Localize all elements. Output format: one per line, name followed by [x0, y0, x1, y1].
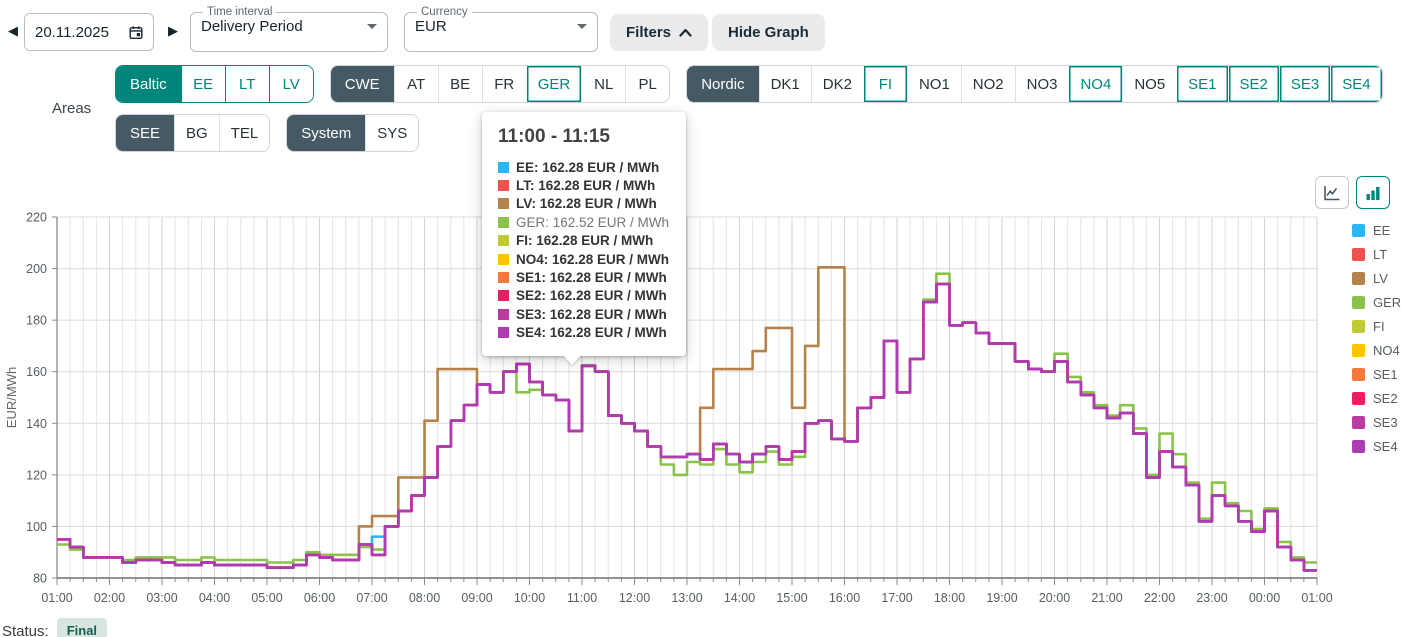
tooltip-swatch: [498, 180, 509, 191]
tooltip-row-ger: GER: 162.52 EUR / MWh: [498, 213, 670, 231]
tooltip-value: SE3: 162.28 EUR / MWh: [516, 307, 667, 322]
tooltip-swatch: [498, 254, 509, 265]
x-axis-tick-label: 06:00: [304, 591, 335, 605]
x-axis-tick-label: 22:00: [1144, 591, 1175, 605]
tooltip-row-se2: SE2: 162.28 EUR / MWh: [498, 287, 670, 305]
y-axis-tick-label: 220: [26, 211, 47, 225]
x-axis-tick-label: 14:00: [724, 591, 755, 605]
x-axis-tick-label: 04:00: [199, 591, 230, 605]
tooltip-swatch: [498, 235, 509, 246]
tooltip-value: SE4: 162.28 EUR / MWh: [516, 325, 667, 340]
y-axis-tick-label: 160: [26, 365, 47, 379]
y-axis-tick-label: 80: [33, 572, 47, 586]
x-axis-tick-label: 13:00: [671, 591, 702, 605]
y-axis-tick-label: 100: [26, 520, 47, 534]
tooltip-row-ee: EE: 162.28 EUR / MWh: [498, 158, 670, 176]
x-axis-tick-label: 11:00: [567, 591, 597, 605]
y-axis-title: EUR/MWh: [4, 367, 19, 428]
tooltip-value: LV: 162.28 EUR / MWh: [516, 196, 657, 211]
tooltip-value: EE: 162.28 EUR / MWh: [516, 160, 659, 175]
tooltip-swatch: [498, 327, 509, 338]
tooltip-value: SE1: 162.28 EUR / MWh: [516, 270, 667, 285]
tooltip-row-lv: LV: 162.28 EUR / MWh: [498, 195, 670, 213]
tooltip-row-se4: SE4: 162.28 EUR / MWh: [498, 324, 670, 342]
y-axis-tick-label: 120: [26, 468, 47, 482]
tooltip-value: GER: 162.52 EUR / MWh: [516, 215, 669, 230]
x-axis-tick-label: 21:00: [1091, 591, 1122, 605]
x-axis-tick-label: 19:00: [986, 591, 1017, 605]
tooltip-row-fi: FI: 162.28 EUR / MWh: [498, 232, 670, 250]
x-axis-tick-label: 05:00: [251, 591, 282, 605]
tooltip-swatch: [498, 290, 509, 301]
tooltip-value: FI: 162.28 EUR / MWh: [516, 233, 653, 248]
x-axis-tick-label: 01:00: [1301, 591, 1332, 605]
x-axis-tick-label: 10:00: [514, 591, 545, 605]
chart-tooltip: 11:00 - 11:15 EE: 162.28 EUR / MWh LT: 16…: [482, 112, 686, 356]
x-axis-tick-label: 20:00: [1039, 591, 1070, 605]
x-axis-tick-label: 18:00: [934, 591, 965, 605]
x-axis-tick-label: 23:00: [1196, 591, 1227, 605]
tooltip-value: LT: 162.28 EUR / MWh: [516, 178, 655, 193]
x-axis-tick-label: 01:00: [41, 591, 72, 605]
x-axis-tick-label: 03:00: [146, 591, 177, 605]
tooltip-time-range: 11:00 - 11:15: [498, 126, 670, 148]
tooltip-value: SE2: 162.28 EUR / MWh: [516, 288, 667, 303]
x-axis-tick-label: 00:00: [1249, 591, 1280, 605]
y-axis-tick-label: 200: [26, 262, 47, 276]
y-axis-tick-label: 140: [26, 417, 47, 431]
tooltip-row-lt: LT: 162.28 EUR / MWh: [498, 176, 670, 194]
tooltip-swatch: [498, 272, 509, 283]
tooltip-value: NO4: 162.28 EUR / MWh: [516, 252, 669, 267]
x-axis-tick-label: 02:00: [94, 591, 125, 605]
x-axis-tick-label: 07:00: [356, 591, 387, 605]
x-axis-tick-label: 09:00: [461, 591, 492, 605]
x-axis-tick-label: 17:00: [881, 591, 912, 605]
tooltip-row-se1: SE1: 162.28 EUR / MWh: [498, 268, 670, 286]
tooltip-row-se3: SE3: 162.28 EUR / MWh: [498, 305, 670, 323]
tooltip-swatch: [498, 198, 509, 209]
x-axis-tick-label: 12:00: [619, 591, 650, 605]
tooltip-swatch: [498, 162, 509, 173]
tooltip-swatch: [498, 217, 509, 228]
tooltip-swatch: [498, 309, 509, 320]
y-axis-tick-label: 180: [26, 314, 47, 328]
price-chart[interactable]: 80 100 120 140 160 180 200 220 01:00 02:00 03:00 04…: [0, 0, 1414, 637]
x-axis-tick-label: 08:00: [409, 591, 440, 605]
tooltip-row-no4: NO4: 162.28 EUR / MWh: [498, 250, 670, 268]
tooltip-arrow: [563, 355, 581, 365]
x-axis-tick-label: 15:00: [776, 591, 807, 605]
x-axis-tick-label: 16:00: [829, 591, 860, 605]
